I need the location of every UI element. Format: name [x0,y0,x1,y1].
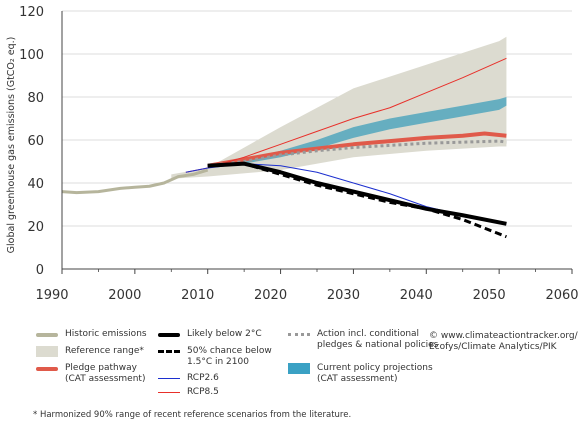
x-tick-label: 2030 [327,288,360,303]
y-tick-label: 80 [27,91,44,106]
y-axis-label: Global greenhouse gas emissions (GtCO₂ e… [6,37,17,254]
series-likely-below-2-c [207,161,507,226]
y-tick-label: 20 [27,220,44,235]
x-tick-label: 2060 [545,288,578,303]
x-tick-label: 2040 [400,288,433,303]
x-tick-label: 2050 [473,288,506,303]
y-tick-labels: 0 20 40 60 80 100 120 [19,5,44,278]
x-tick-label: 2020 [254,288,287,303]
band-current-policy-projections-cat-assessment [207,97,507,166]
axes [61,11,573,274]
y-tick-label: 40 [27,177,44,192]
y-tick-label: 100 [19,48,44,63]
series-action-incl-conditional-pledges-national-policies [207,139,507,168]
footnote: * Harmonized 90% range of recent referen… [33,410,352,420]
y-tick-label: 60 [27,134,44,149]
y-tick-label: 0 [36,263,44,278]
x-tick-label: 2000 [108,288,141,303]
credit-text: © www.climateactiontracker.org/ Ecofys/C… [429,331,578,352]
series-pledge-pathway-cat-assessment [207,131,507,168]
series-lines [61,57,507,239]
series-historic-emissions [61,168,209,195]
x-tick-labels: 1990 2000 2010 2020 2030 2040 2050 2060 [35,288,578,303]
series-50-chance-below-1-5-c-in-2100 [207,162,507,239]
x-tick-label: 2010 [181,288,214,303]
range-bands [171,36,507,179]
x-tick-label: 1990 [35,288,68,303]
y-tick-label: 120 [19,5,44,20]
series-rcp8-5 [185,57,507,173]
